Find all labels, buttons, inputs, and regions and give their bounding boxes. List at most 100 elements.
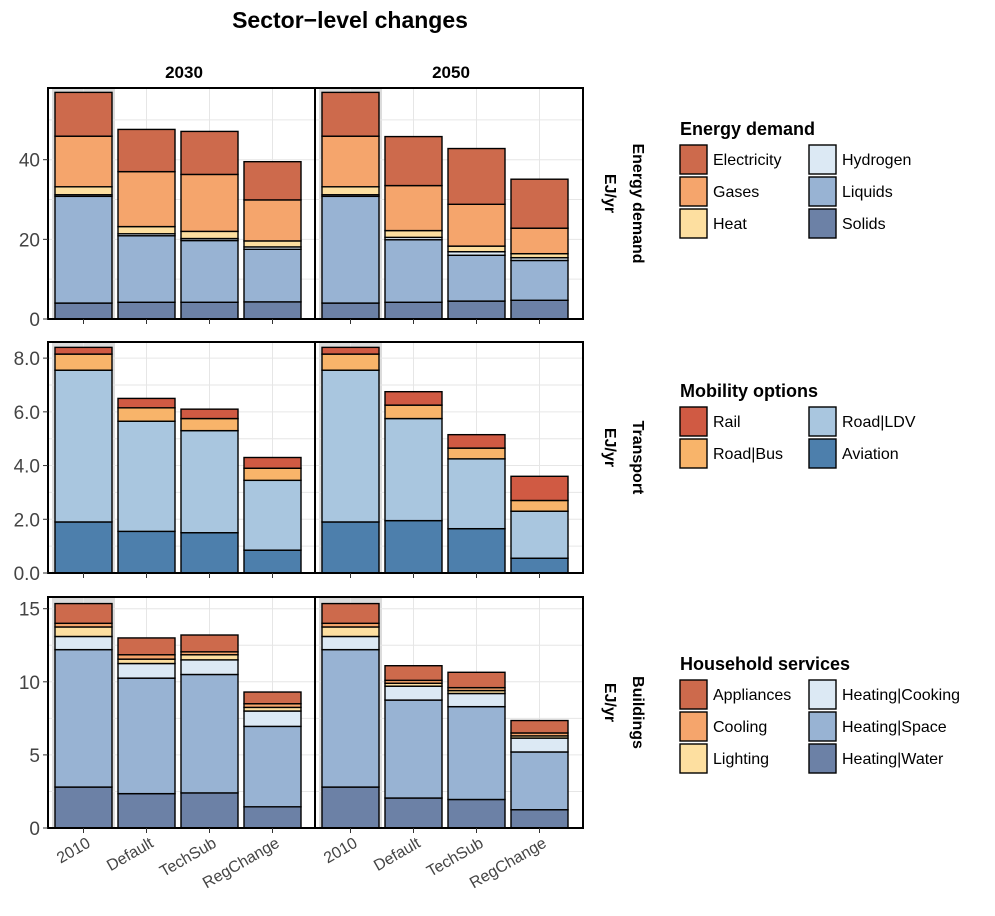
y-tick-label: 0: [29, 310, 40, 331]
bar-segment-appliances-default: [117, 637, 176, 656]
bar-segment-rail-2010: [54, 346, 113, 355]
bar-segment-heating-water-regchange: [243, 806, 302, 829]
bar-segment-rail-2010: [321, 346, 380, 355]
legend-label: Road|LDV: [842, 414, 916, 431]
legend-swatch: [808, 438, 837, 469]
bar-segment-gases-2010: [321, 135, 380, 188]
bar-segment-electricity-techsub: [447, 147, 506, 205]
bar-segment-heat-default: [117, 225, 176, 235]
legend-entry-heating-space: Heating|Space: [808, 711, 947, 742]
x-tick-label-2010: 2010: [321, 835, 360, 868]
legend-household-services: Household services Appliances Cooling Light…: [679, 654, 960, 774]
bar-segment-heating-water-regchange: [510, 809, 569, 829]
bar-segment-heating-cooking-regchange: [243, 710, 302, 728]
bar-segment-liquids-2010: [321, 195, 380, 304]
row-label-transport: Transport: [629, 421, 646, 495]
legend-swatch: [679, 208, 708, 239]
bar-segment-gases-regchange: [510, 227, 569, 255]
bar-segment-road-ldv-2010: [54, 369, 113, 523]
chart-row-transport: 0.0 2.0 4.0 6.0 8.0 Transport EJ/yr: [14, 341, 646, 585]
legend-entry-gases: Gases: [679, 176, 759, 207]
legend-energy-demand: Energy demand Electricity Gases Heat Hydroge…: [679, 119, 911, 239]
legend-swatch: [808, 711, 837, 742]
legend-label: Heating|Cooking: [842, 687, 960, 704]
bar-segment-rail-regchange: [510, 475, 569, 502]
legend-swatch: [679, 406, 708, 437]
bar-segment-heating-space-regchange: [243, 725, 302, 808]
legend-entry-liquids: Liquids: [808, 176, 893, 207]
bar-segment-solids-2010: [321, 302, 380, 320]
legend-title: Household services: [680, 654, 850, 674]
bar-segment-liquids-regchange: [510, 259, 569, 301]
y-tick-label: 2.0: [14, 510, 40, 531]
y-tick-label: 5: [29, 746, 40, 767]
bar-segment-electricity-default: [117, 128, 176, 173]
panel-transport-2050: [314, 341, 584, 578]
legend-entry-appliances: Appliances: [679, 679, 791, 710]
bar-segment-liquids-2010: [54, 195, 113, 304]
legend-label: Aviation: [842, 446, 899, 463]
x-tick-label-2010: 2010: [54, 835, 93, 868]
bar-segment-rail-techsub: [447, 433, 506, 449]
legend-entry-hydrogen: Hydrogen: [808, 144, 911, 175]
bar-segment-road-ldv-2010: [321, 369, 380, 523]
bar-segment-solids-2010: [54, 302, 113, 320]
legend-label: Lighting: [713, 751, 769, 768]
bar-segment-aviation-techsub: [447, 527, 506, 574]
legend-label: Hydrogen: [842, 152, 911, 169]
bar-segment-appliances-regchange: [510, 719, 569, 734]
bar-segment-road-ldv-techsub: [180, 429, 239, 534]
legend-entry-road-bus: Road|Bus: [679, 438, 783, 469]
y-tick-label: 0: [29, 819, 40, 840]
bar-segment-solids-regchange: [243, 301, 302, 320]
bar-segment-gases-techsub: [180, 173, 239, 233]
legend-swatch: [808, 406, 837, 437]
bar-segment-road-ldv-techsub: [447, 458, 506, 530]
y-tick-label: 20: [19, 230, 40, 251]
column-headers: 2030 2050: [165, 63, 470, 82]
legend-entry-cooling: Cooling: [679, 711, 767, 742]
bar-segment-liquids-techsub: [180, 239, 239, 303]
bar-segment-rail-default: [117, 397, 176, 409]
bar-segment-heat-default: [384, 229, 443, 239]
bar-segment-aviation-default: [117, 530, 176, 574]
y-tick-label: 10: [19, 673, 40, 694]
legend-entry-electricity: Electricity: [679, 144, 781, 175]
y-tick-label: 8.0: [14, 349, 40, 370]
column-header-2050: 2050: [432, 63, 470, 82]
legend-entry-aviation: Aviation: [808, 438, 899, 469]
panel-energy-demand-2050: [314, 87, 584, 324]
bar-segment-solids-techsub: [447, 300, 506, 320]
bar-segment-heat-2010: [54, 186, 113, 196]
bar-segment-heating-cooking-techsub: [180, 659, 239, 676]
bar-segment-aviation-default: [384, 519, 443, 574]
legend-swatch: [679, 438, 708, 469]
bar-segment-road-bus-default: [117, 407, 176, 422]
plot-area: 0 20 40 Energy demand EJ/yr 0.0 2.0 4.0 6.0 8.0 Tr…: [14, 87, 646, 892]
legend-swatch: [808, 743, 837, 774]
bar-segment-heating-space-2010: [54, 648, 113, 788]
legend-label: Heating|Water: [842, 751, 944, 768]
legend-label: Cooling: [713, 719, 767, 736]
y-tick-label: 6.0: [14, 403, 40, 424]
bar-segment-electricity-2010: [321, 91, 380, 137]
legend-title: Mobility options: [680, 381, 818, 401]
legend-swatch: [679, 743, 708, 774]
legend-label: Solids: [842, 216, 886, 233]
legend-title: Energy demand: [680, 119, 815, 139]
bar-segment-heat-techsub: [180, 230, 239, 240]
legend-label: Road|Bus: [713, 446, 783, 463]
bar-segment-heating-water-default: [384, 797, 443, 829]
bar-segment-heating-water-2010: [321, 786, 380, 829]
legend-swatch: [679, 711, 708, 742]
bar-segment-rail-regchange: [243, 456, 302, 469]
legend-label: Heat: [713, 216, 747, 233]
legend-label: Rail: [713, 414, 741, 431]
bar-segment-appliances-default: [384, 665, 443, 682]
bar-segment-electricity-regchange: [243, 160, 302, 201]
row-label-buildings: Buildings: [629, 676, 646, 749]
bar-segment-heating-cooking-2010: [54, 635, 113, 651]
bar-segment-road-ldv-regchange: [243, 479, 302, 551]
